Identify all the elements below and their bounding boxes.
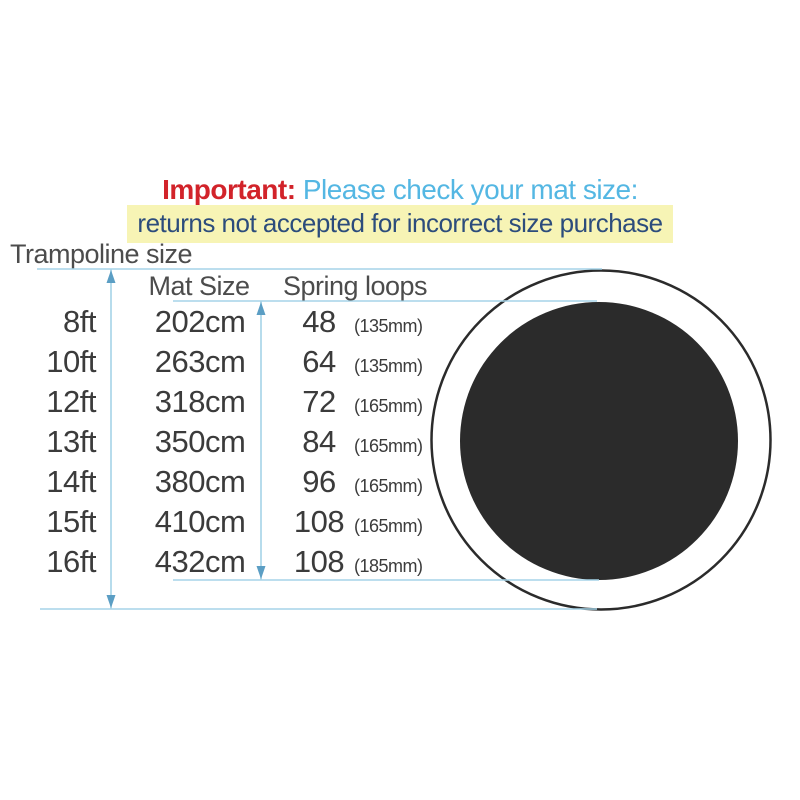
spring-loops-value: 108 <box>293 504 345 539</box>
spring-length-value: (135mm) <box>354 356 423 376</box>
mat-arrow-down-icon <box>256 566 266 579</box>
measurement-lines <box>37 268 602 610</box>
trampoline-ft-size: 14ft <box>46 464 96 499</box>
returns-warning-text: returns not accepted for incorrect size … <box>127 205 673 243</box>
trampoline-ft-size: 10ft <box>46 344 96 379</box>
spring-length-value: (135mm) <box>354 316 423 336</box>
mat-size-value: 350cm <box>154 424 246 459</box>
spring-loops-header: Spring loops <box>282 271 428 301</box>
spring-loops-value: 64 <box>302 344 336 379</box>
mat-arrow-up-icon <box>256 302 266 315</box>
trampoline-ft-size: 8ft <box>63 304 96 339</box>
spring-length-value: (185mm) <box>354 556 423 576</box>
mat-size-value: 263cm <box>154 344 246 379</box>
table-row: 14ft 380cm 96 (165mm) <box>0 462 470 502</box>
trampoline-illustration <box>430 269 772 611</box>
table-row: 16ft 432cm 108 (185mm) <box>0 542 470 582</box>
spring-loops-value: 72 <box>302 384 336 419</box>
trampoline-mat-circle <box>460 302 738 580</box>
table-row: 12ft 318cm 72 (165mm) <box>0 382 470 422</box>
trampoline-ft-size: 12ft <box>46 384 96 419</box>
important-label: Important: <box>162 174 296 205</box>
spring-loops-value: 48 <box>302 304 336 339</box>
trampoline-size-label: Trampoline size <box>10 239 193 269</box>
frame-arrow-up-icon <box>106 270 116 283</box>
mat-size-value: 318cm <box>154 384 246 419</box>
table-row: 10ft 263cm 64 (135mm) <box>0 342 470 382</box>
spring-length-value: (165mm) <box>354 516 423 536</box>
frame-arrow-down-icon <box>106 595 116 608</box>
spring-loops-value: 84 <box>302 424 336 459</box>
table-row: 15ft 410cm 108 (165mm) <box>0 502 470 542</box>
table-row: 13ft 350cm 84 (165mm) <box>0 422 470 462</box>
spring-loops-value: 96 <box>302 464 336 499</box>
spring-length-value: (165mm) <box>354 476 423 496</box>
spring-length-value: (165mm) <box>354 436 423 456</box>
mat-size-value: 432cm <box>154 544 246 579</box>
trampoline-ft-size: 16ft <box>46 544 96 579</box>
mat-size-value: 410cm <box>154 504 246 539</box>
spring-length-value: (165mm) <box>354 396 423 416</box>
trampoline-ft-size: 15ft <box>46 504 96 539</box>
mat-size-header: Mat Size <box>148 271 250 301</box>
mat-size-value: 380cm <box>154 464 246 499</box>
check-mat-size-label: Please check your mat size: <box>302 174 639 205</box>
header-line: Important: Please check your mat size: <box>0 174 800 206</box>
warning-line: returns not accepted for incorrect size … <box>0 205 800 243</box>
dimension-arrows <box>106 270 266 608</box>
trampoline-ft-size: 13ft <box>46 424 96 459</box>
mat-size-value: 202cm <box>154 304 246 339</box>
spring-loops-value: 108 <box>293 544 345 579</box>
table-row: 8ft 202cm 48 (135mm) <box>0 302 470 342</box>
